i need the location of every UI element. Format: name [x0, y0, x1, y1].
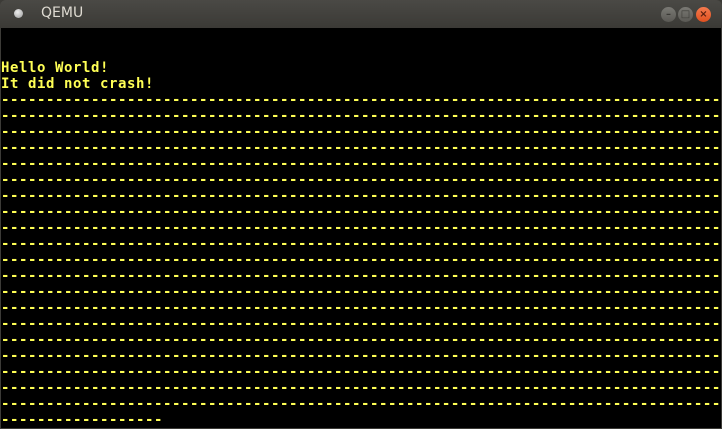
terminal-line: ----------------------------------------…	[1, 252, 721, 268]
terminal-line: ----------------------------------------…	[1, 396, 721, 412]
window-title: QEMU	[41, 5, 84, 21]
terminal-line: ----------------------------------------…	[1, 92, 721, 108]
terminal-line: ----------------------------------------…	[1, 300, 721, 316]
vm-display[interactable]: Hello World! It did not crash! -----------…	[1, 28, 721, 428]
terminal-line: ----------------------------------------…	[1, 236, 721, 252]
terminal-line: ----------------------------------------…	[1, 140, 721, 156]
terminal-line: ----------------------------------------…	[1, 380, 721, 396]
terminal-line: ----------------------------------------…	[1, 172, 721, 188]
terminal-line: ----------------------------------------…	[1, 268, 721, 284]
qemu-app-icon[interactable]	[14, 9, 23, 18]
terminal-line: ----------------------------------------…	[1, 332, 721, 348]
terminal-output: Hello World! It did not crash! -----------…	[1, 60, 721, 428]
terminal-line: ------------------	[1, 412, 163, 428]
terminal-line: ----------------------------------------…	[1, 108, 721, 124]
title-bar[interactable]: QEMU – □ ×	[0, 0, 722, 28]
terminal-line: ----------------------------------------…	[1, 124, 721, 140]
terminal-line: ----------------------------------------…	[1, 348, 721, 364]
terminal-line: ----------------------------------------…	[1, 220, 721, 236]
minimize-button[interactable]: –	[661, 7, 676, 22]
terminal-line: ----------------------------------------…	[1, 364, 721, 380]
terminal-line: ----------------------------------------…	[1, 188, 721, 204]
close-button[interactable]: ×	[696, 7, 711, 22]
terminal-line: ----------------------------------------…	[1, 284, 721, 300]
terminal-line: ----------------------------------------…	[1, 316, 721, 332]
maximize-button[interactable]: □	[678, 7, 693, 22]
terminal-line: Hello World!	[1, 60, 109, 76]
terminal-line: ----------------------------------------…	[1, 204, 721, 220]
terminal-line: It did not crash!	[1, 76, 154, 92]
terminal-line: ----------------------------------------…	[1, 156, 721, 172]
